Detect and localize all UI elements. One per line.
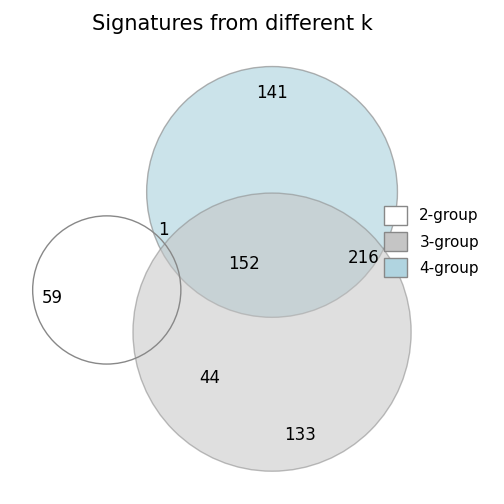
Text: 59: 59 — [41, 289, 62, 307]
Text: 44: 44 — [199, 369, 220, 387]
Circle shape — [133, 193, 411, 471]
Text: 216: 216 — [347, 249, 379, 267]
Text: 152: 152 — [228, 255, 260, 273]
Text: 133: 133 — [285, 426, 317, 444]
Legend: 2-group, 3-group, 4-group: 2-group, 3-group, 4-group — [376, 198, 487, 285]
Text: 1: 1 — [158, 221, 169, 238]
Circle shape — [147, 67, 398, 318]
Text: 141: 141 — [256, 84, 288, 102]
Title: Signatures from different k: Signatures from different k — [92, 14, 372, 34]
